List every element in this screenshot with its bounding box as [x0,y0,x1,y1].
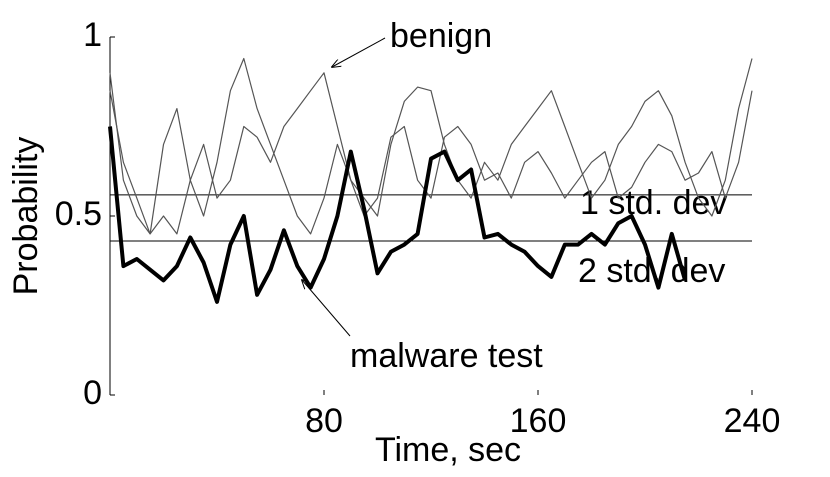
y-axis-label: Probability [7,137,45,296]
y-tick-label: 1 [83,16,102,54]
annotation-arrow [302,280,351,337]
x-tick-label: 240 [724,402,781,440]
series-line [109,57,753,235]
reference-label: 1 std. dev [580,184,727,222]
y-tick-label: 0 [83,374,102,412]
annotation: malware test [350,337,543,375]
series-line [109,72,753,235]
annotation-arrow [332,37,386,67]
annotation: benign [390,17,492,55]
x-tick-label: 80 [305,402,343,440]
y-tick-label: 0.5 [55,195,102,233]
series-line [108,126,688,304]
x-axis-label: Time, sec [375,431,521,469]
x-tick-label: 160 [510,402,567,440]
